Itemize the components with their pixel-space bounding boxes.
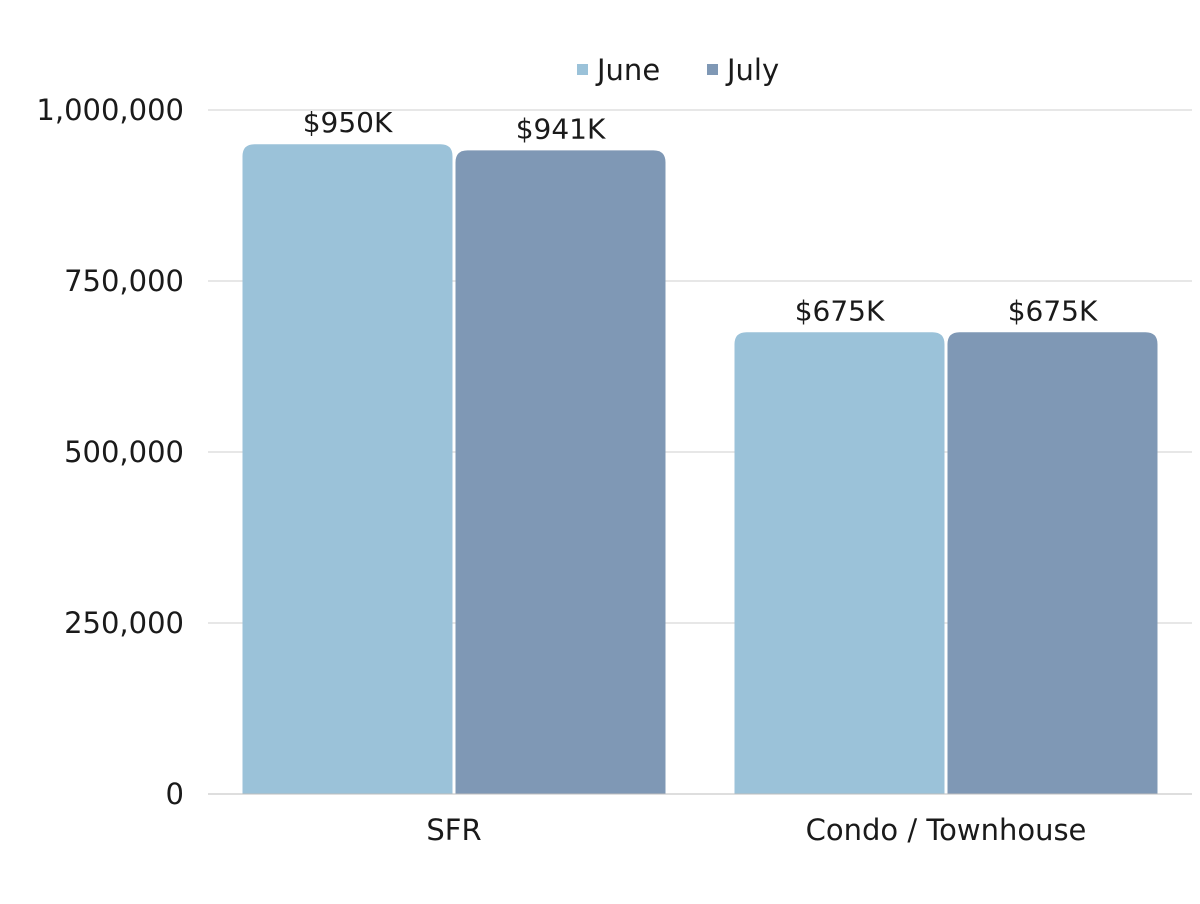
y-tick-label: 750,000 <box>64 264 184 298</box>
x-axis: SFR Condo / Townhouse <box>208 793 1192 847</box>
data-label: $950K <box>303 106 393 139</box>
legend-label: June <box>595 53 660 87</box>
y-tick-label: 500,000 <box>64 435 184 469</box>
legend-swatch-june <box>577 64 588 75</box>
y-tick-label: 1,000,000 <box>36 93 184 127</box>
data-label: $675K <box>795 294 885 327</box>
data-label: $675K <box>1008 294 1098 327</box>
bars <box>242 144 1158 794</box>
y-axis: 0 250,000 500,000 750,000 1,000,000 <box>36 93 184 811</box>
y-tick-label: 0 <box>166 777 184 811</box>
bar-july-1 <box>455 150 666 794</box>
bar-june-1 <box>242 144 453 794</box>
legend-swatch-july <box>707 64 718 75</box>
data-label: $941K <box>516 112 606 145</box>
legend-label: July <box>725 53 779 87</box>
x-category-label: Condo / Townhouse <box>806 813 1087 847</box>
x-category-label: SFR <box>426 813 481 847</box>
legend: June July <box>577 53 779 87</box>
bar-july-2 <box>947 332 1158 794</box>
y-tick-label: 250,000 <box>64 606 184 640</box>
bar-june-2 <box>734 332 945 794</box>
data-labels: $950K $941K $675K $675K <box>303 106 1098 327</box>
